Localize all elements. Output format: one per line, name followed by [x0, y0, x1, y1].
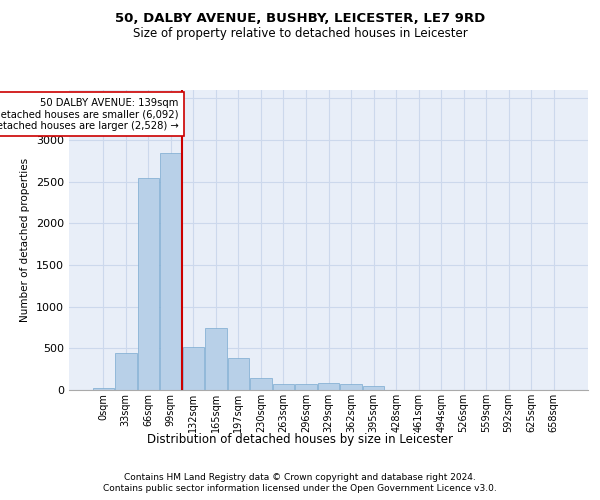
Bar: [182, 346, 204, 390]
Bar: [160, 152, 182, 390]
Bar: [137, 178, 159, 390]
Text: Distribution of detached houses by size in Leicester: Distribution of detached houses by size …: [147, 432, 453, 446]
Bar: [205, 328, 227, 390]
Y-axis label: Number of detached properties: Number of detached properties: [20, 158, 31, 322]
Bar: [115, 352, 137, 390]
Text: 50, DALBY AVENUE, BUSHBY, LEICESTER, LE7 9RD: 50, DALBY AVENUE, BUSHBY, LEICESTER, LE7…: [115, 12, 485, 26]
Text: Contains public sector information licensed under the Open Government Licence v3: Contains public sector information licen…: [103, 484, 497, 493]
Bar: [228, 358, 249, 390]
Text: Contains HM Land Registry data © Crown copyright and database right 2024.: Contains HM Land Registry data © Crown c…: [124, 472, 476, 482]
Bar: [340, 384, 362, 390]
Bar: [363, 386, 384, 390]
Text: Size of property relative to detached houses in Leicester: Size of property relative to detached ho…: [133, 28, 467, 40]
Bar: [273, 384, 294, 390]
Bar: [295, 384, 317, 390]
Bar: [250, 378, 272, 390]
Text: 50 DALBY AVENUE: 139sqm
← 70% of detached houses are smaller (6,092)
29% of semi: 50 DALBY AVENUE: 139sqm ← 70% of detache…: [0, 98, 179, 130]
Bar: [318, 382, 339, 390]
Bar: [92, 388, 114, 390]
